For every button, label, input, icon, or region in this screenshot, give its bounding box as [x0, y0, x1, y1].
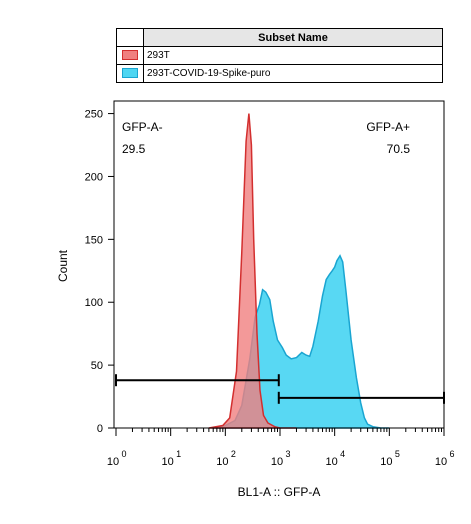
x-tick-label: 10	[162, 456, 174, 468]
legend-swatch-293t	[122, 50, 138, 61]
x-tick-exponent: 6	[449, 449, 454, 459]
x-tick-label: 10	[380, 456, 392, 468]
y-axis-label: Count	[56, 249, 70, 282]
y-tick-label: 0	[97, 423, 103, 435]
x-axis-label: BL1-A :: GFP-A	[238, 485, 321, 499]
x-tick-exponent: 4	[340, 449, 345, 459]
x-tick-label: 10	[216, 456, 228, 468]
legend-swatch-spike	[122, 68, 138, 79]
x-tick-label: 10	[326, 456, 338, 468]
x-tick-exponent: 2	[231, 449, 236, 459]
legend-label-spike: 293T-COVID-19-Spike-puro	[143, 64, 443, 83]
x-tick-label: 10	[107, 456, 119, 468]
y-tick-label: 50	[91, 360, 103, 372]
x-tick-exponent: 1	[176, 449, 181, 459]
y-tick-label: 200	[85, 171, 103, 183]
x-tick-label: 10	[435, 456, 447, 468]
y-tick-label: 150	[85, 234, 103, 246]
y-tick-label: 250	[85, 109, 103, 121]
y-tick-label: 100	[85, 297, 103, 309]
gate-neg-value: 29.5	[122, 142, 146, 156]
x-tick-exponent: 3	[285, 449, 290, 459]
y-axis: 0 50 100 150 200 250	[85, 109, 114, 435]
gate-pos-value: 70.5	[387, 142, 411, 156]
series-layer	[208, 113, 390, 429]
x-tick-exponent: 5	[395, 449, 400, 459]
gate-neg-label: GFP-A-	[122, 120, 163, 134]
x-tick-label: 10	[271, 456, 283, 468]
gate-pos-label: GFP-A+	[366, 120, 410, 134]
subset-legend: Subset Name 293T 293T-COVID-19-Spike-pur…	[116, 28, 443, 83]
x-tick-exponent: 0	[121, 449, 126, 459]
series-area-293t	[208, 113, 297, 429]
legend-row: 293T-COVID-19-Spike-puro	[116, 64, 443, 83]
gate-layer	[115, 374, 445, 404]
plot-frame	[113, 100, 445, 429]
